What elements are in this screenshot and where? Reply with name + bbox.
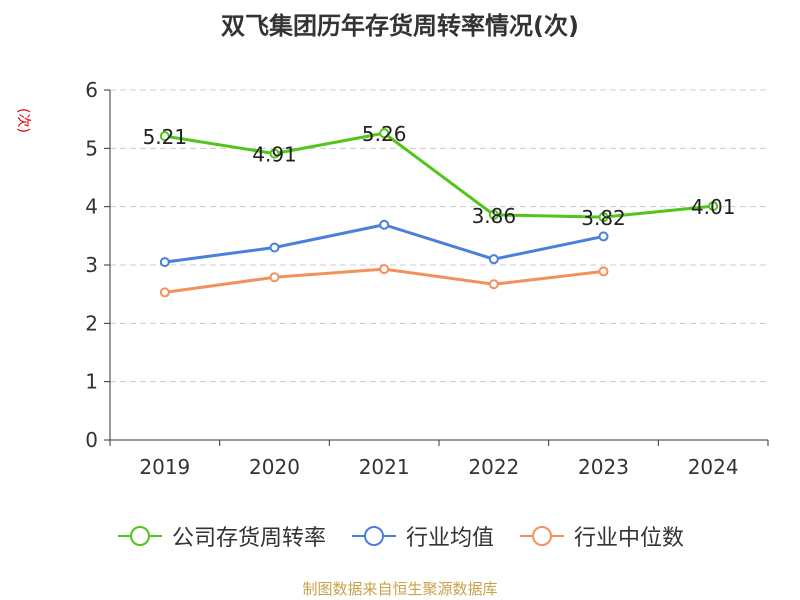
legend-marker-icon <box>520 526 564 546</box>
legend-label-industry-mean: 行业均值 <box>405 526 494 551</box>
y-tick-label: 0 <box>85 428 98 452</box>
x-tick-label: 2022 <box>468 455 519 479</box>
data-point <box>598 212 609 223</box>
data-point <box>598 266 609 277</box>
y-tick-label: 2 <box>85 311 98 335</box>
data-point <box>159 131 170 142</box>
data-point <box>488 209 499 220</box>
data-label: 4.01 <box>691 195 736 219</box>
legend-item-industry-median[interactable]: 行业中位数 <box>518 520 684 552</box>
data-point <box>598 231 609 242</box>
data-point <box>488 279 499 290</box>
chart-legend: 公司存货周转率 行业均值 行业中位数 <box>0 520 800 552</box>
data-point <box>269 242 280 253</box>
legend-marker-icon <box>351 526 396 546</box>
data-label: 5.21 <box>143 125 188 149</box>
data-point <box>379 264 390 275</box>
x-tick-label: 2019 <box>139 455 190 479</box>
data-point <box>159 257 170 268</box>
data-point <box>488 254 499 265</box>
data-label: 4.91 <box>252 143 297 167</box>
series-line <box>164 223 604 264</box>
legend-item-company[interactable]: 公司存货周转率 <box>116 520 326 552</box>
y-tick-label: 1 <box>85 370 98 394</box>
y-tick-label: 6 <box>85 78 98 102</box>
data-label: 3.86 <box>472 204 517 228</box>
x-tick-label: 2020 <box>249 455 300 479</box>
series-line <box>164 131 714 219</box>
data-point <box>269 148 280 159</box>
data-source-note: 制图数据来自恒生聚源数据库 <box>302 580 498 598</box>
legend-item-industry-mean[interactable]: 行业均值 <box>350 520 494 552</box>
data-point <box>708 201 719 212</box>
data-label: 5.26 <box>362 122 407 146</box>
data-point <box>269 272 280 283</box>
y-tick-label: 3 <box>85 253 98 277</box>
data-point <box>379 128 390 139</box>
data-point <box>379 219 390 230</box>
x-tick-label: 2024 <box>688 455 739 479</box>
x-tick-label: 2023 <box>578 455 629 479</box>
y-tick-label: 4 <box>85 195 98 219</box>
chart-title: 双飞集团历年存货周转率情况(次) <box>221 12 579 40</box>
x-tick-label: 2021 <box>359 455 410 479</box>
legend-label-industry-median: 行业中位数 <box>574 526 685 551</box>
y-tick-label: 5 <box>85 136 98 160</box>
data-point <box>159 287 170 298</box>
data-label: 3.82 <box>581 206 626 230</box>
legend-marker-icon <box>117 526 162 546</box>
legend-label-company: 公司存货周转率 <box>171 526 326 551</box>
